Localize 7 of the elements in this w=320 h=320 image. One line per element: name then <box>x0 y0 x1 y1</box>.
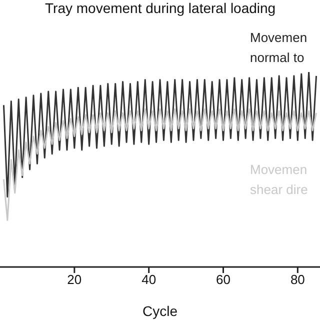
series-label: Movemen normal to <box>250 29 308 67</box>
x-tick-label: 60 <box>216 272 230 288</box>
x-tick-label: 80 <box>290 272 305 288</box>
x-tick-label: 40 <box>142 272 156 288</box>
x-axis-title: Cycle <box>142 303 178 319</box>
x-tick-label: 20 <box>67 272 82 288</box>
chart-title: Tray movement during lateral loading <box>45 0 276 16</box>
